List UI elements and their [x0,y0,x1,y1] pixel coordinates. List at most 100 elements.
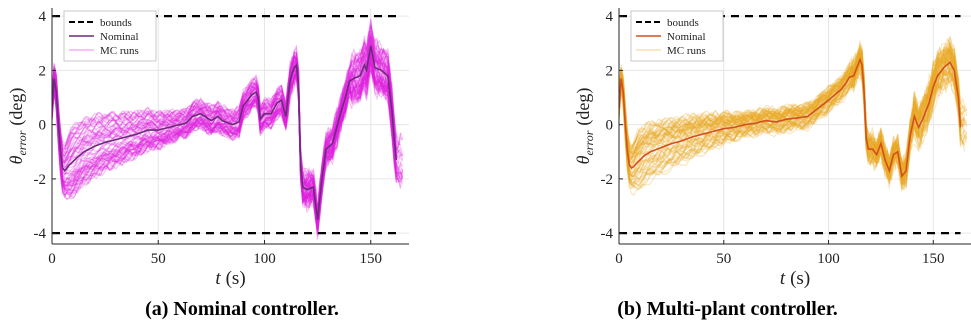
mc-run-line [619,67,962,191]
mc-run-line [619,61,963,185]
legend-label: Nominal [667,31,706,43]
mc-run-line [52,68,393,230]
mc-run-line [619,42,962,174]
mc-run-line [52,54,397,231]
legend: bounds Nominal MC runs [630,10,724,62]
mc-run-line [52,41,395,224]
plot-area [619,34,968,197]
mc-run-line [619,61,962,181]
plot-area [52,18,404,240]
mc-run-line [619,47,957,169]
mc-run-line [52,55,404,230]
mc-run-line [52,54,401,233]
mc-run-line [619,58,964,186]
y-axis-label-unit: (deg) [573,88,594,126]
y-tick-label: 2 [606,63,614,79]
mc-run-line [619,43,959,173]
mc-run-line [52,54,393,236]
mc-run-line [619,34,968,169]
x-tick-label: 150 [922,251,945,267]
mc-run-line [52,45,395,218]
mc-run-line [619,59,963,181]
x-axis-label-var: t [780,268,786,289]
y-axis-label: θerror (deg) [6,88,29,165]
mc-run-line [619,47,959,171]
y-tick-label: -2 [34,172,47,188]
mc-run-line [619,53,957,179]
mc-run-line [52,67,397,229]
mc-run-line [619,49,957,172]
mc-run-line [52,30,393,198]
chart-panel-b: 0 50 100 150 -4 -2 0 2 4 t (s) θerror (deg) bounds Nom… [573,8,971,289]
mc-run-line [52,36,393,220]
mc-run-line [52,31,402,217]
mc-run-line [52,60,402,235]
mc-run-line [52,49,399,229]
mc-run-line [619,43,963,169]
y-tick-label: -4 [601,226,614,242]
mc-run-line [619,47,957,174]
mc-run-line [52,70,397,233]
mc-run-line [619,44,962,173]
y-tick-label: 0 [606,118,614,134]
y-tick-label: 2 [39,63,47,79]
mc-run-line [619,40,963,168]
mc-run-line [619,58,966,188]
mc-run-line [52,50,403,230]
y-axis-label-var: θ [6,155,26,164]
mc-run-line [619,46,966,169]
mc-run-line [52,48,397,226]
mc-run-line [619,48,959,171]
x-axis-label-var: t [215,268,221,289]
mc-run-line [619,68,957,189]
mc-run-line [52,52,399,226]
chart-panel-a: 0 50 100 150 -4 -2 0 2 4 t (s) θerror (deg) bounds Nom… [6,8,409,289]
mc-run-line [619,60,957,184]
x-axis-label-unit: (s) [790,268,810,289]
mc-run-line [52,48,404,224]
mc-run-line [619,52,964,174]
caption-panel-a: (a) Nominal controller. [145,298,339,320]
mc-run-line [52,25,402,211]
mc-run-line [52,61,403,226]
mc-run-line [52,61,399,229]
mc-run-line [52,43,397,222]
legend-label: bounds [100,17,132,29]
x-axis-label: t (s) [215,268,245,289]
x-tick-label: 150 [360,251,383,267]
mc-run-line [52,62,403,229]
mc-run-line [52,24,397,213]
mc-run-line [52,60,393,221]
y-tick-label: 4 [39,9,47,25]
mc-run-line [52,46,403,220]
y-tick-label: -2 [601,172,614,188]
mc-run-line [52,34,404,221]
x-tick-label: 100 [253,251,276,267]
y-axis-label-sub: error [582,130,596,155]
mc-run-line [619,65,957,188]
mc-run-line [619,37,966,168]
mc-run-line [52,46,397,215]
caption-panel-b: (b) Multi-plant controller. [617,298,838,320]
mc-run-line [52,59,399,222]
mc-run-line [52,64,395,227]
legend-label: Nominal [100,31,139,43]
x-tick-label: 100 [817,251,840,267]
mc-run-line [52,26,399,217]
mc-run-line [619,64,966,193]
x-axis-label: t (s) [780,268,810,289]
mc-run-line [52,57,404,235]
mc-run-line [52,67,397,224]
legend: bounds Nominal MC runs [63,10,157,62]
mc-run-line [52,69,404,228]
mc-run-line [619,43,966,166]
mc-run-line [619,68,962,183]
mc-run-line [52,33,393,206]
mc-run-line [619,44,964,177]
mc-run-line [52,57,399,240]
x-tick-label: 50 [151,251,166,267]
mc-run-line [52,63,393,235]
mc-run-line [619,49,966,181]
x-axis-label-unit: (s) [226,268,246,289]
